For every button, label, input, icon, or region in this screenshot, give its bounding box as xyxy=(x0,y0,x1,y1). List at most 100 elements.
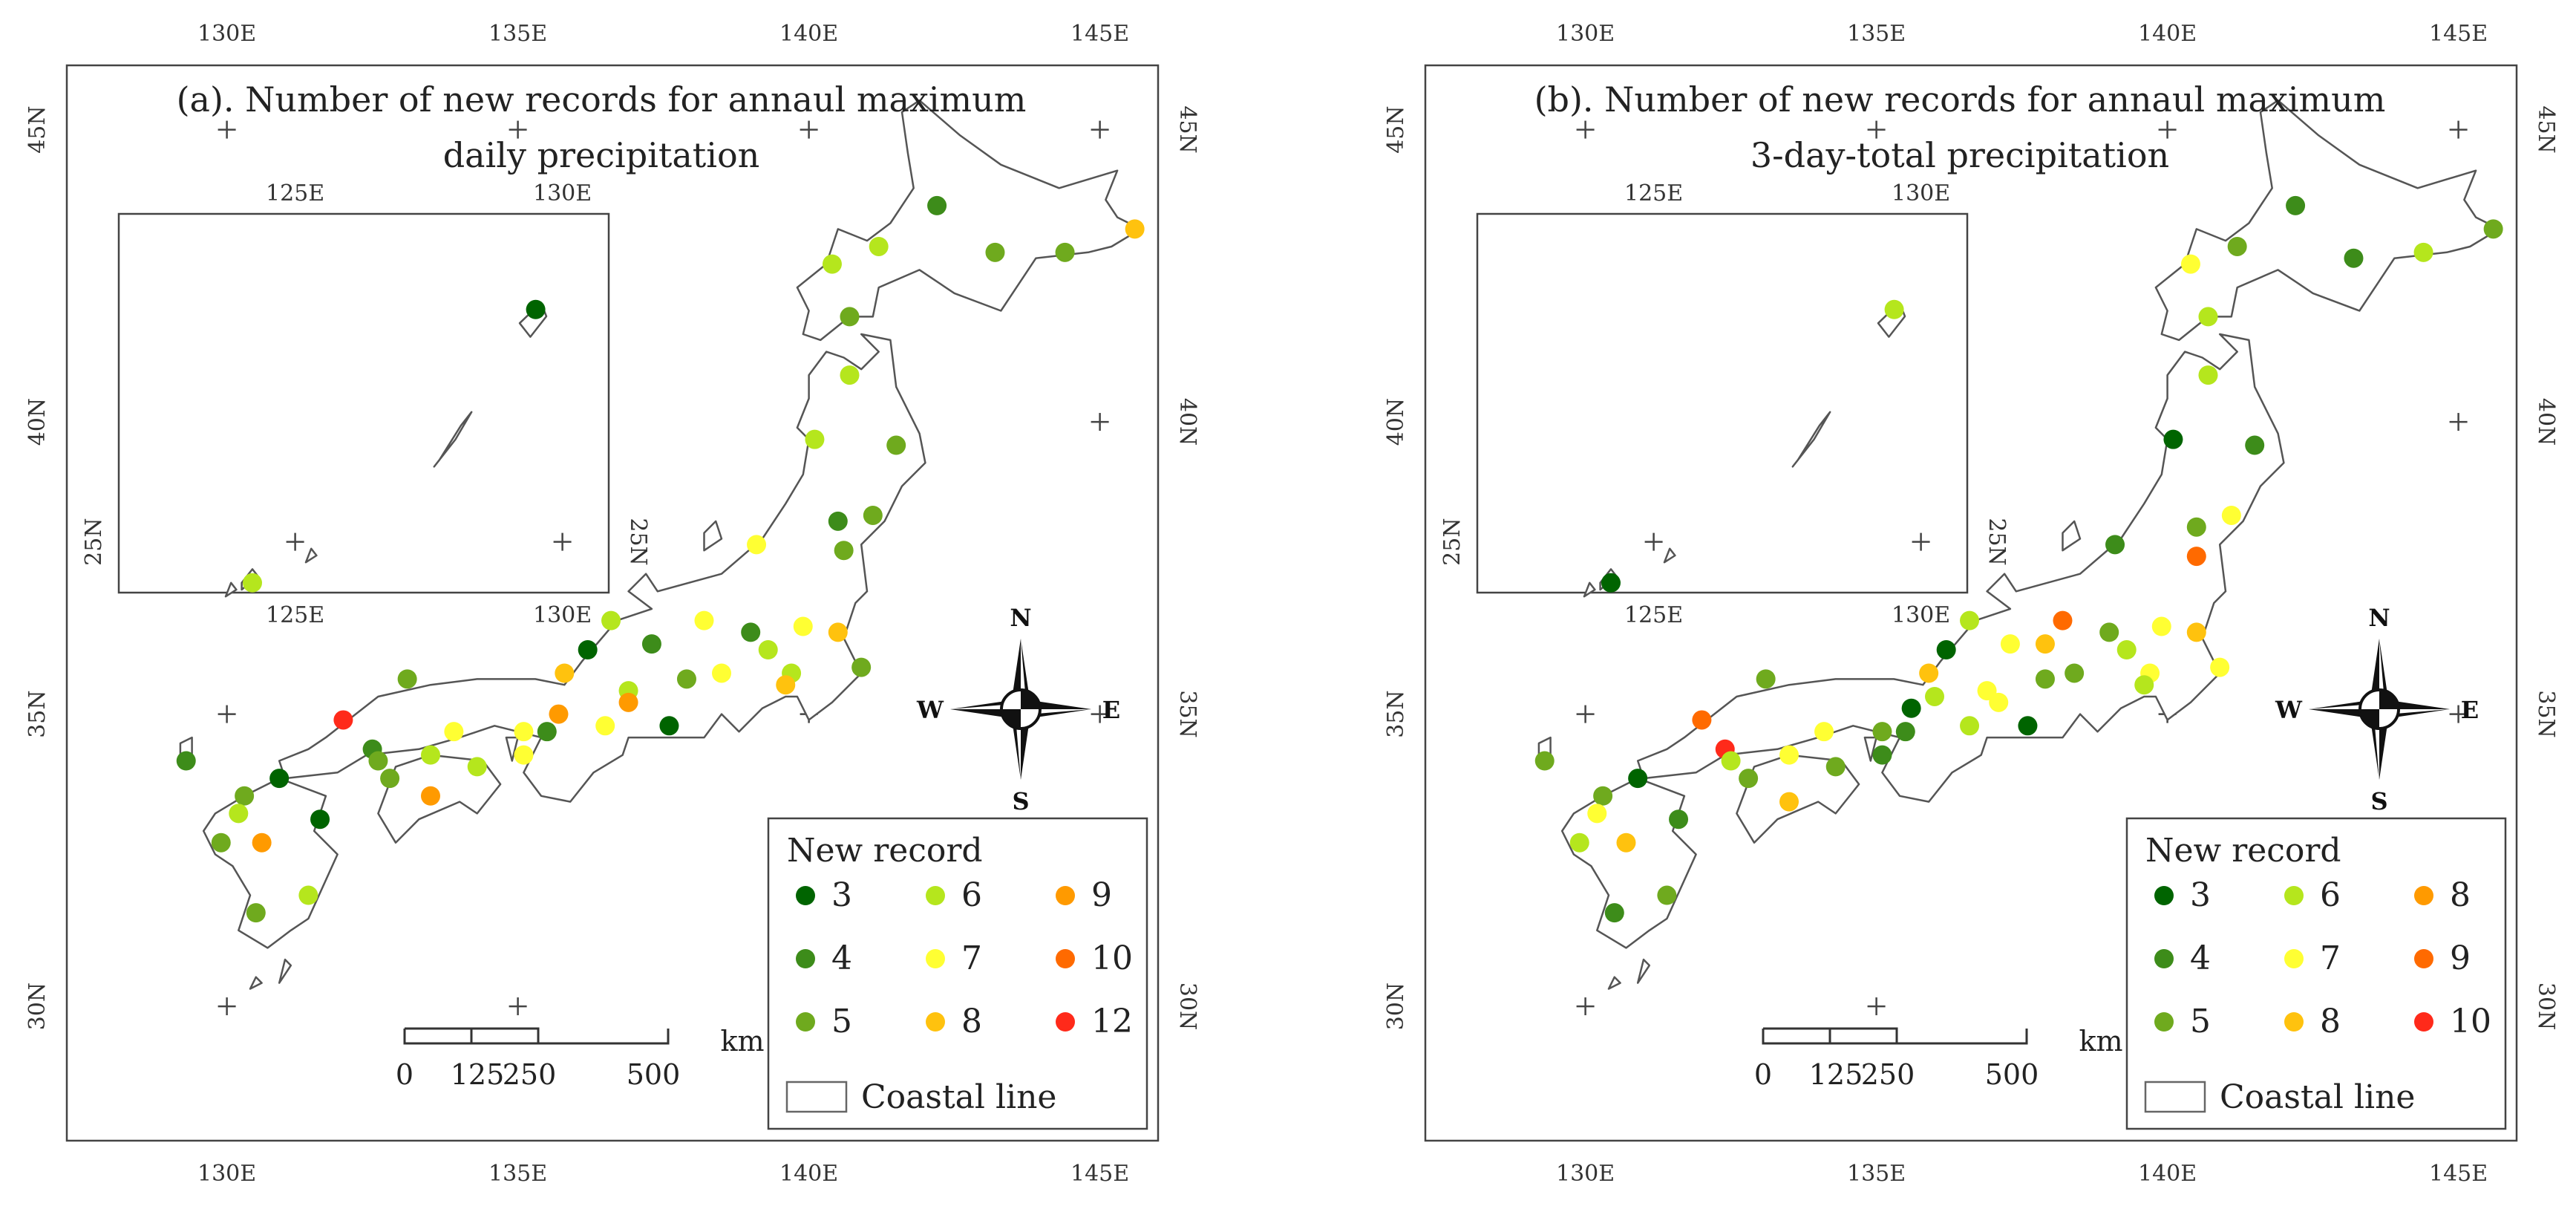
station-marker xyxy=(851,657,872,677)
station-marker xyxy=(2198,365,2218,385)
station-marker xyxy=(1534,751,1555,771)
lat-label-left: 40N xyxy=(24,398,50,446)
inset-lon-label-bottom: 130E xyxy=(1892,602,1950,628)
station-marker xyxy=(618,692,638,712)
inset-lon-label-top: 130E xyxy=(1892,180,1950,206)
station-marker xyxy=(555,663,575,683)
legend-swatch xyxy=(2414,1012,2433,1032)
inset-lon-label-top: 125E xyxy=(266,180,324,206)
legend-swatch xyxy=(2154,949,2174,968)
station-marker xyxy=(1604,903,1624,923)
lat-label-right: 35N xyxy=(1174,690,1200,737)
station-marker xyxy=(2134,675,2154,695)
station-marker xyxy=(252,832,272,853)
station-marker xyxy=(840,365,860,385)
station-marker xyxy=(2186,547,2206,567)
panel-title-line2: daily precipitation xyxy=(443,135,760,175)
station-marker xyxy=(1125,219,1145,239)
compass-w: W xyxy=(916,696,944,724)
inset-station-marker xyxy=(526,299,546,319)
station-marker xyxy=(659,716,679,736)
lat-label-right: 30N xyxy=(1174,982,1200,1030)
station-marker xyxy=(176,751,196,771)
lat-label-left: 45N xyxy=(24,105,50,153)
station-marker xyxy=(828,622,848,642)
station-marker xyxy=(1779,745,1799,765)
coastal-line-swatch xyxy=(2144,1081,2206,1113)
station-marker xyxy=(1825,757,1846,777)
legend-label: 4 xyxy=(831,939,852,977)
station-marker xyxy=(2245,435,2265,455)
yakushima-coast xyxy=(1607,976,1621,990)
station-marker xyxy=(758,640,778,659)
station-marker xyxy=(298,885,318,905)
lat-label-right: 40N xyxy=(2533,398,2559,446)
legend-label: 9 xyxy=(2450,939,2471,977)
station-marker xyxy=(1901,698,1921,718)
lon-label-top: 130E xyxy=(1556,21,1615,47)
station-marker xyxy=(444,722,464,742)
legend-swatch xyxy=(2154,1012,2174,1032)
station-marker xyxy=(747,535,767,555)
scale-label: 125 xyxy=(451,1058,505,1091)
lat-label-left: 40N xyxy=(1383,398,1409,446)
legend-swatch xyxy=(926,1012,945,1032)
legend-label: 3 xyxy=(831,876,852,914)
legend-label: 6 xyxy=(961,876,982,914)
inset-lon-label-top: 130E xyxy=(533,180,592,206)
station-marker xyxy=(1814,722,1834,742)
legend-label: 7 xyxy=(961,939,982,977)
station-marker xyxy=(1872,745,1892,765)
station-marker xyxy=(549,704,569,724)
legend-swatch xyxy=(1056,949,1075,968)
station-marker xyxy=(2151,616,2171,636)
lon-label-top: 135E xyxy=(1847,21,1906,47)
legend-label: 4 xyxy=(2190,939,2211,977)
station-marker xyxy=(828,511,848,531)
hokkaido-coast xyxy=(2154,99,2500,342)
station-marker xyxy=(2413,242,2433,262)
station-marker xyxy=(886,435,906,455)
lon-label-top: 140E xyxy=(2138,21,2197,47)
legend-label: 7 xyxy=(2320,939,2341,977)
legend-label: 8 xyxy=(2320,1003,2341,1040)
inset-lat-label-left: 25N xyxy=(81,518,107,565)
station-marker xyxy=(834,541,854,561)
legend-label: 12 xyxy=(1091,1003,1133,1040)
station-marker xyxy=(822,254,842,274)
scale-label: 0 xyxy=(1754,1058,1772,1091)
lat-label-right: 45N xyxy=(1174,105,1200,153)
station-marker xyxy=(694,610,714,630)
lon-label-top: 140E xyxy=(779,21,838,47)
inset-station-marker xyxy=(1884,299,1904,319)
station-marker xyxy=(1692,710,1712,730)
station-marker xyxy=(1989,692,2009,712)
station-marker xyxy=(927,195,947,215)
inset-lat-label-right: 25N xyxy=(625,518,651,565)
compass-quadrants xyxy=(2360,690,2399,729)
okinawa-coast xyxy=(433,411,473,468)
compass-n: N xyxy=(2368,604,2390,632)
station-marker xyxy=(2105,535,2125,555)
station-marker xyxy=(333,710,353,730)
legend-swatch xyxy=(796,949,815,968)
legend-label: 8 xyxy=(961,1003,982,1040)
station-marker xyxy=(397,669,417,689)
sado-coast xyxy=(2062,520,2082,552)
station-marker xyxy=(776,675,796,695)
station-marker xyxy=(2163,429,2183,449)
compass-n: N xyxy=(1010,604,1031,632)
station-marker xyxy=(467,757,487,777)
station-marker xyxy=(2344,248,2364,268)
station-marker xyxy=(1925,686,1944,706)
compass-s: S xyxy=(2370,787,2387,815)
station-marker xyxy=(641,634,661,654)
miyako-coast xyxy=(304,547,318,564)
compass-s: S xyxy=(1012,787,1029,815)
station-marker xyxy=(421,786,440,806)
station-marker xyxy=(1721,751,1741,771)
compass-e: E xyxy=(2461,696,2479,724)
scale-label: 125 xyxy=(1809,1058,1863,1091)
station-marker xyxy=(2053,610,2073,630)
station-marker xyxy=(805,429,825,449)
